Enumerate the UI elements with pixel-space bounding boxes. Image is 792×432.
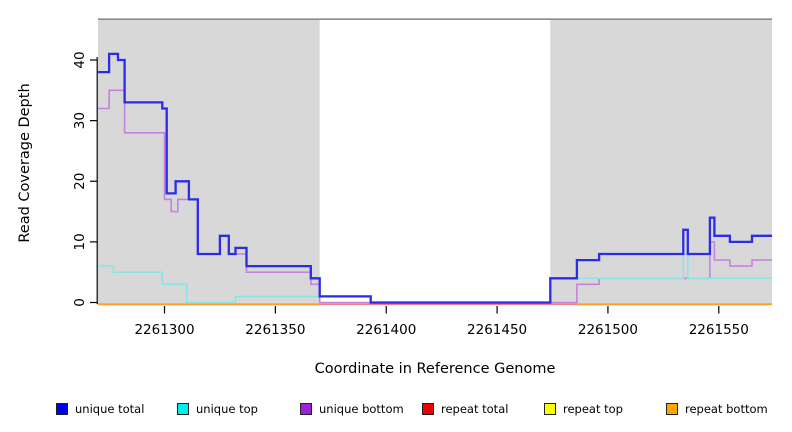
y-tick-label: 40 <box>72 51 88 68</box>
legend-item-unique-top: unique top <box>177 399 258 419</box>
legend-label-unique-top: unique top <box>196 402 258 416</box>
legend-swatch-repeat-top <box>544 403 556 415</box>
shaded-region-1 <box>98 20 320 304</box>
coverage-plot: 0 10 20 30 40 2261300 2261350 2261400 2261450 226… <box>72 18 772 338</box>
legend-label-repeat-total: repeat total <box>441 402 509 416</box>
x-tick-label: 2261400 <box>356 322 416 338</box>
y-axis-title: Read Coverage Depth <box>17 83 33 243</box>
legend: unique total unique top unique bottom repea… <box>0 399 792 425</box>
x-tick-label: 2261300 <box>134 322 194 338</box>
legend-swatch-repeat-total <box>422 403 434 415</box>
legend-swatch-unique-top <box>177 403 189 415</box>
legend-item-repeat-total: repeat total <box>422 399 508 419</box>
x-tick-label: 2261350 <box>245 322 305 338</box>
x-axis-title: Coordinate in Reference Genome <box>314 361 556 377</box>
y-tick-label: 20 <box>72 173 88 190</box>
legend-swatch-repeat-bottom <box>666 403 678 415</box>
legend-item-unique-total: unique total <box>56 399 144 419</box>
x-tick-label: 2261500 <box>578 322 638 338</box>
legend-item-repeat-top: repeat top <box>544 399 623 419</box>
legend-label-repeat-bottom: repeat bottom <box>685 402 768 416</box>
legend-swatch-unique-total <box>56 403 68 415</box>
y-tick-label: 30 <box>72 112 88 129</box>
legend-item-repeat-bottom: repeat bottom <box>666 399 768 419</box>
series-unique-total <box>98 52 772 304</box>
legend-label-unique-bottom: unique bottom <box>319 402 404 416</box>
legend-label-repeat-top: repeat top <box>563 402 623 416</box>
shaded-region-2 <box>550 20 772 304</box>
legend-item-unique-bottom: unique bottom <box>300 399 404 419</box>
y-tick-label: 10 <box>72 233 88 250</box>
x-tick-label: 2261450 <box>467 322 527 338</box>
legend-swatch-unique-bottom <box>300 403 312 415</box>
y-tick-label: 0 <box>72 298 88 307</box>
legend-label-unique-total: unique total <box>75 402 145 416</box>
x-tick-label: 2261550 <box>689 322 749 338</box>
